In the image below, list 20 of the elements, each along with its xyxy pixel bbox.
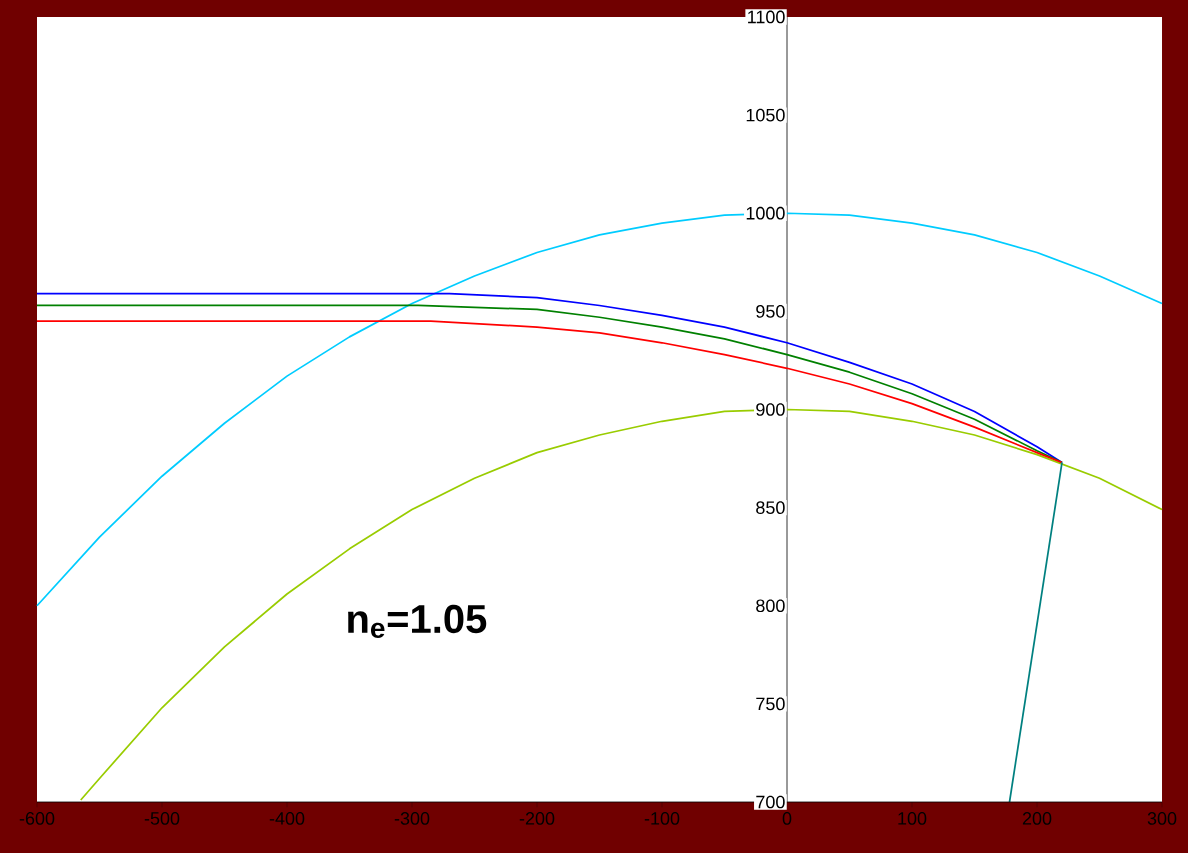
annotation: n$_{e}$=1.05 (348, 604, 487, 639)
y-tick-label: 1100 (748, 10, 785, 24)
x-tick-label: 200 (1022, 812, 1052, 825)
y-tick-label: 800 (756, 599, 785, 613)
y-tick-label: 1000 (746, 206, 785, 220)
y-tick-label: 750 (756, 697, 785, 711)
y-tick-label: 1050 (746, 108, 785, 122)
x-tick-label: -400 (269, 812, 305, 825)
y-tick-label: 850 (756, 501, 785, 514)
y-tick-label: 950 (756, 305, 785, 318)
x-tick-label: -300 (394, 812, 430, 825)
x-tick-label: 0 (782, 812, 792, 825)
x-tick-label: -100 (644, 812, 680, 825)
y-tick-label: 900 (756, 403, 785, 416)
x-tick-label: 100 (898, 812, 927, 825)
x-tick-label: -500 (144, 812, 180, 825)
x-tick-label: -200 (519, 812, 555, 825)
y-tick-label: 700 (756, 795, 785, 809)
x-tick-label: 300 (1147, 812, 1177, 825)
x-tick-label: -600 (19, 812, 55, 825)
